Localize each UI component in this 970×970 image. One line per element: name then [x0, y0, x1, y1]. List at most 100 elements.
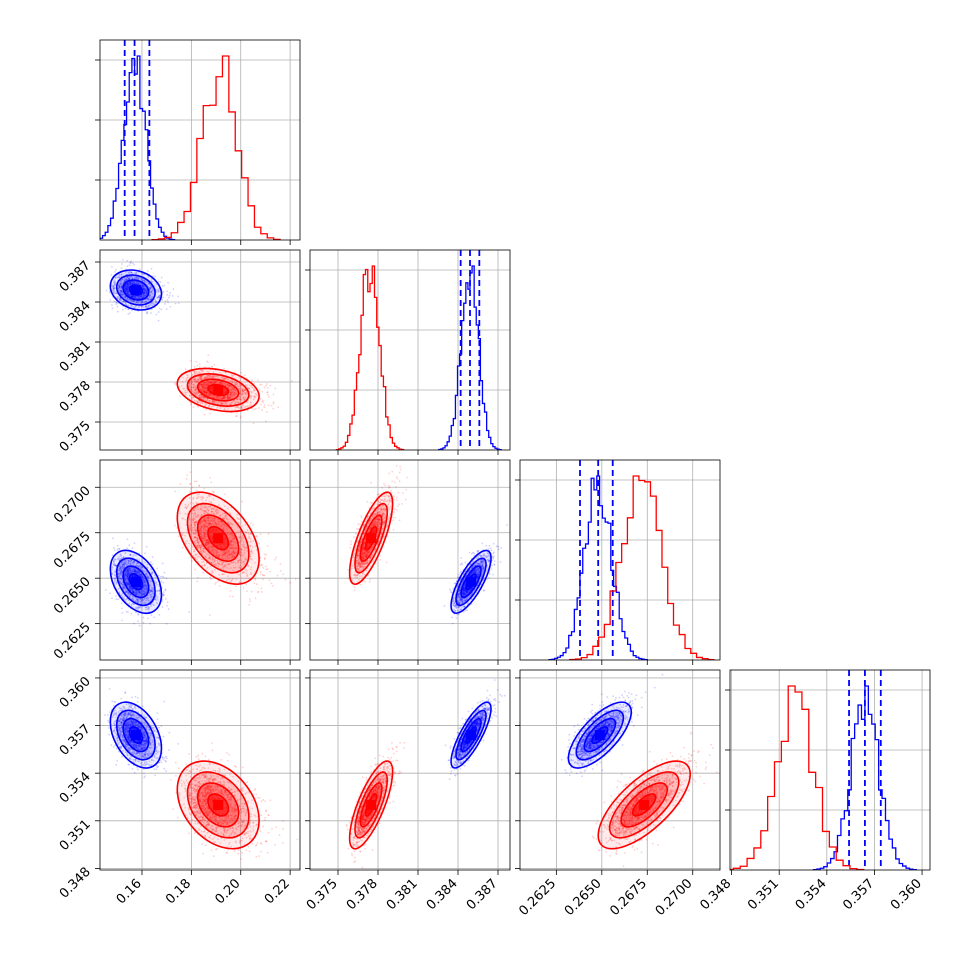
scatter-point — [193, 391, 196, 394]
scatter-point — [131, 283, 133, 285]
scatter-point — [272, 401, 275, 403]
scatter-point — [189, 386, 192, 389]
scatter-point — [255, 583, 258, 586]
scatter-point — [200, 376, 203, 378]
scatter-point — [150, 286, 153, 288]
scatter-point — [123, 288, 126, 291]
scatter-point — [206, 370, 209, 373]
scatter-point — [120, 293, 123, 296]
scatter-point — [126, 284, 128, 287]
scatter-point — [154, 299, 157, 302]
scatter-point — [219, 381, 221, 384]
scatter-point — [144, 292, 147, 294]
scatter-point — [240, 406, 243, 408]
scatter-point — [144, 288, 147, 291]
scatter-point — [167, 296, 170, 299]
scatter-point — [282, 573, 285, 575]
scatter-point — [141, 301, 143, 304]
scatter-point — [202, 387, 205, 390]
scatter-point — [127, 299, 129, 302]
scatter-point — [203, 376, 206, 379]
scatter-point — [126, 547, 128, 550]
scatter-point — [197, 379, 200, 382]
scatter-point — [186, 373, 188, 376]
scatter-point — [130, 294, 133, 297]
scatter-point — [127, 278, 130, 281]
scatter-point — [145, 292, 148, 294]
scatter-point — [202, 378, 205, 380]
scatter-point — [253, 408, 256, 411]
scatter-point — [147, 283, 150, 286]
scatter-point — [130, 271, 133, 274]
scatter-point — [125, 290, 128, 293]
scatter-point — [143, 292, 146, 295]
scatter-point — [205, 383, 208, 386]
scatter-point — [253, 395, 256, 397]
scatter-point — [143, 301, 146, 303]
scatter-point — [166, 290, 168, 293]
scatter-point — [199, 379, 201, 381]
scatter-point — [126, 289, 129, 292]
scatter-point — [242, 396, 244, 399]
scatter-point — [235, 398, 238, 401]
scatter-point — [127, 283, 129, 286]
scatter-point — [150, 304, 152, 307]
scatter-point — [116, 297, 119, 300]
scatter-point — [233, 394, 236, 397]
scatter-point — [138, 277, 141, 279]
scatter-point — [207, 374, 209, 377]
scatter-point — [133, 542, 136, 545]
scatter-point — [126, 297, 129, 300]
scatter-point — [228, 397, 231, 399]
scatter-point — [138, 283, 140, 286]
scatter-point — [205, 380, 208, 383]
scatter-point — [223, 382, 226, 385]
scatter-point — [105, 289, 108, 292]
scatter-point — [235, 415, 238, 418]
scatter-point — [146, 312, 148, 315]
scatter-point — [111, 307, 114, 310]
scatter-point — [250, 394, 252, 397]
scatter-point — [205, 393, 207, 396]
scatter-point — [115, 301, 118, 304]
scatter-point — [209, 392, 211, 395]
scatter-point — [249, 395, 252, 398]
scatter-point — [264, 420, 267, 423]
scatter-point — [151, 556, 154, 558]
scatter-point — [212, 401, 215, 404]
scatter-point — [124, 295, 127, 298]
scatter-point — [147, 298, 150, 300]
scatter-point — [105, 589, 107, 591]
scatter-point — [139, 300, 142, 303]
scatter-point — [162, 591, 165, 594]
scatter-point — [238, 395, 241, 398]
scatter-point — [140, 295, 143, 298]
scatter-point — [120, 286, 123, 288]
scatter-point — [116, 544, 119, 547]
scatter-point — [137, 282, 140, 284]
scatter-point — [114, 283, 116, 286]
scatter-point — [189, 403, 192, 406]
scatter-point — [129, 282, 132, 285]
scatter-point — [157, 280, 160, 283]
scatter-point — [214, 395, 216, 397]
scatter-point — [227, 397, 230, 399]
scatter-point — [118, 285, 121, 288]
scatter-point — [124, 280, 127, 282]
scatter-point — [201, 402, 204, 404]
scatter-point — [126, 287, 129, 290]
scatter-point — [189, 394, 191, 397]
density-peak-marker — [213, 385, 224, 395]
scatter-point — [165, 577, 168, 579]
scatter-point — [132, 300, 135, 303]
scatter-point — [141, 279, 144, 282]
scatter-point — [231, 381, 234, 383]
scatter-point — [120, 602, 123, 605]
scatter-point — [190, 375, 193, 377]
scatter-point — [133, 282, 136, 285]
scatter-point — [171, 295, 174, 297]
scatter-point — [115, 301, 118, 304]
scatter-point — [198, 384, 201, 387]
scatter-point — [209, 381, 212, 384]
scatter-point — [127, 284, 130, 287]
